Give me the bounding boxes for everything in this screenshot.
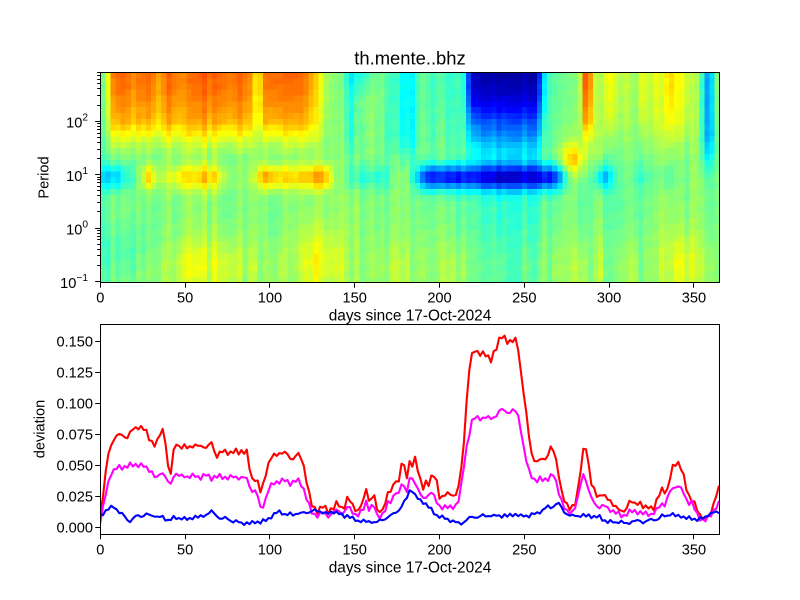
svg-text:days since 17-Oct-2024: days since 17-Oct-2024	[329, 308, 492, 325]
svg-text:150: 150	[343, 543, 367, 559]
svg-text:101: 101	[66, 166, 88, 185]
svg-text:0.100: 0.100	[56, 397, 93, 413]
svg-text:deviation: deviation	[33, 400, 49, 458]
svg-text:0: 0	[96, 291, 104, 307]
svg-text:300: 300	[597, 543, 621, 559]
svg-text:0.150: 0.150	[56, 335, 93, 351]
svg-text:50: 50	[177, 543, 193, 559]
svg-text:100: 100	[66, 220, 88, 239]
svg-text:50: 50	[177, 291, 193, 307]
svg-text:0.000: 0.000	[56, 521, 93, 537]
svg-text:0.050: 0.050	[56, 459, 93, 475]
svg-text:150: 150	[343, 291, 367, 307]
svg-text:0.075: 0.075	[56, 428, 93, 444]
svg-text:250: 250	[512, 543, 536, 559]
svg-text:350: 350	[682, 291, 706, 307]
svg-text:300: 300	[597, 291, 621, 307]
svg-text:0: 0	[96, 543, 104, 559]
svg-text:0.025: 0.025	[56, 490, 93, 506]
svg-text:Period: Period	[37, 156, 53, 198]
svg-text:100: 100	[258, 543, 282, 559]
svg-text:200: 200	[427, 291, 451, 307]
svg-text:0.125: 0.125	[56, 366, 93, 382]
svg-text:100: 100	[258, 291, 282, 307]
svg-text:102: 102	[66, 113, 88, 132]
svg-text:th.mente..bhz: th.mente..bhz	[354, 48, 465, 69]
svg-text:200: 200	[427, 543, 451, 559]
svg-text:250: 250	[512, 291, 536, 307]
svg-text:350: 350	[682, 543, 706, 559]
svg-text:10−1: 10−1	[60, 273, 88, 292]
svg-text:days since 17-Oct-2024: days since 17-Oct-2024	[329, 560, 492, 577]
